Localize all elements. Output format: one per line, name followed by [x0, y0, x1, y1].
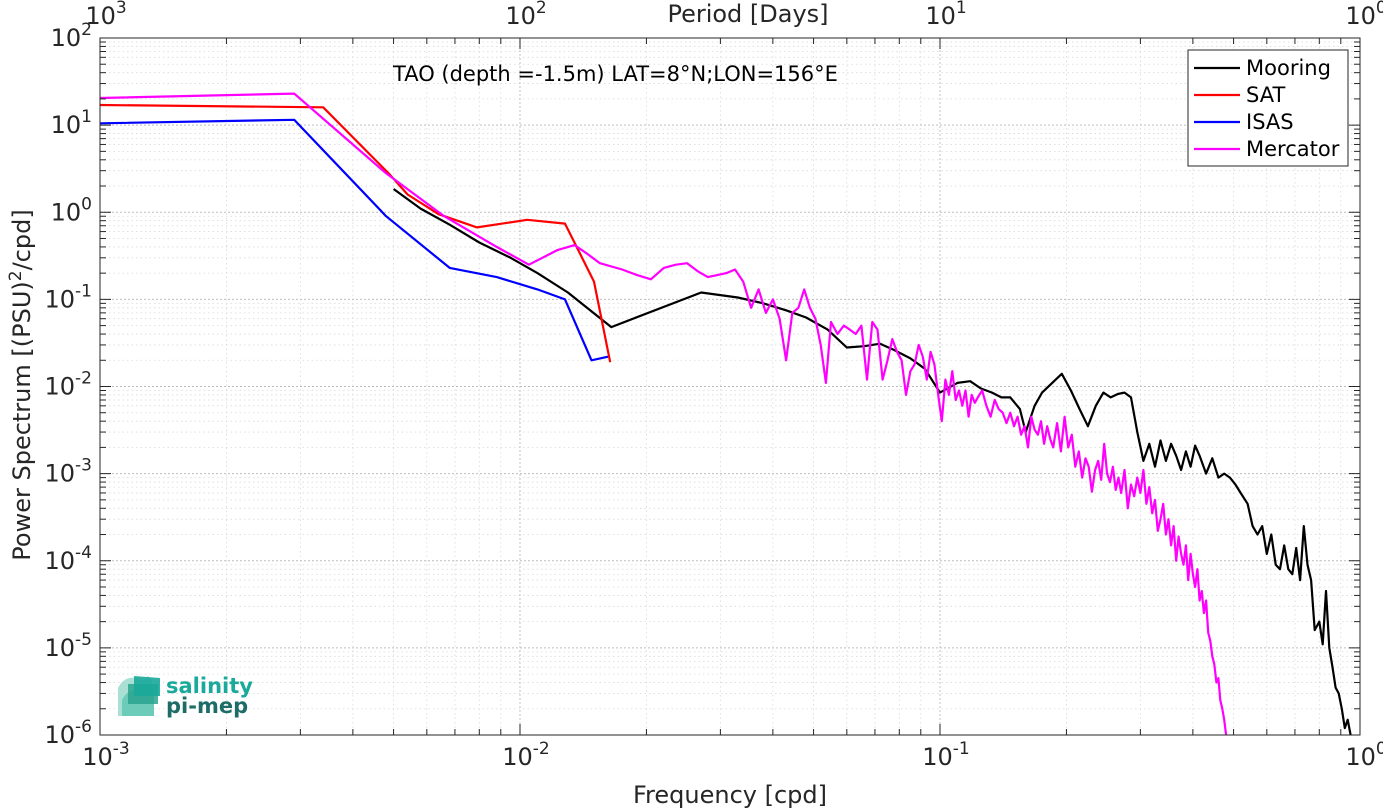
minor-grid	[100, 38, 1360, 735]
y-tick-label: 10-4	[45, 543, 93, 575]
series-layer	[100, 92, 1352, 735]
top-tick-label: 103	[85, 0, 126, 30]
x-tick-label: 100	[1345, 739, 1383, 771]
y-tick-label: 10-2	[45, 369, 93, 401]
y-tick-label: 101	[51, 107, 92, 139]
legend-box	[1187, 49, 1349, 167]
y-tick-label: 102	[51, 20, 92, 52]
logo-line1: salinity	[166, 674, 253, 698]
x-tick-label: 10-2	[502, 739, 550, 771]
legend: Mooring SAT ISAS Mercator	[1187, 49, 1349, 167]
tick-marks	[99, 37, 1361, 736]
chart-annotation: TAO (depth =-1.5m) LAT=8°N;LON=156°E	[392, 62, 838, 86]
legend-label-mooring: Mooring	[1246, 56, 1331, 80]
legend-label-sat: SAT	[1246, 83, 1285, 107]
top-tick-label: 101	[925, 0, 966, 30]
y-tick-label: 10-3	[45, 456, 93, 488]
x-axis-title: Frequency [cpd]	[633, 781, 827, 809]
legend-label-isas: ISAS	[1246, 110, 1294, 134]
y-tick-label: 10-1	[45, 281, 93, 313]
y-axis-title-sup: 2	[6, 270, 26, 281]
series-line-mercator	[100, 92, 1228, 735]
logo-mark-icon	[118, 676, 160, 716]
y-tick-label: 10-5	[45, 630, 93, 662]
y-axis-title-tail: /cpd]	[8, 209, 36, 270]
series-line-isas	[100, 118, 609, 362]
y-axis-title-main: Power Spectrum [(PSU)	[8, 281, 36, 560]
series-line-sat	[100, 103, 612, 363]
top-tick-label: 100	[1345, 0, 1383, 30]
y-axis-title: Power Spectrum [(PSU)2/cpd]	[6, 209, 36, 560]
major-grid	[99, 37, 1361, 736]
top-tick-label: 102	[505, 0, 546, 30]
y-tick-label: 100	[51, 194, 92, 226]
legend-label-mercator: Mercator	[1246, 137, 1340, 161]
logo-line2: pi-mep	[166, 694, 248, 718]
salinity-pi-mep-logo: salinity pi-mep	[118, 674, 253, 718]
x-tick-label: 10-1	[922, 739, 970, 771]
series-line-mooring	[392, 188, 1352, 735]
y-tick-label: 10-6	[45, 717, 93, 749]
x-tick-label: 10-3	[82, 739, 130, 771]
top-axis-title: Period [Days]	[667, 0, 828, 28]
